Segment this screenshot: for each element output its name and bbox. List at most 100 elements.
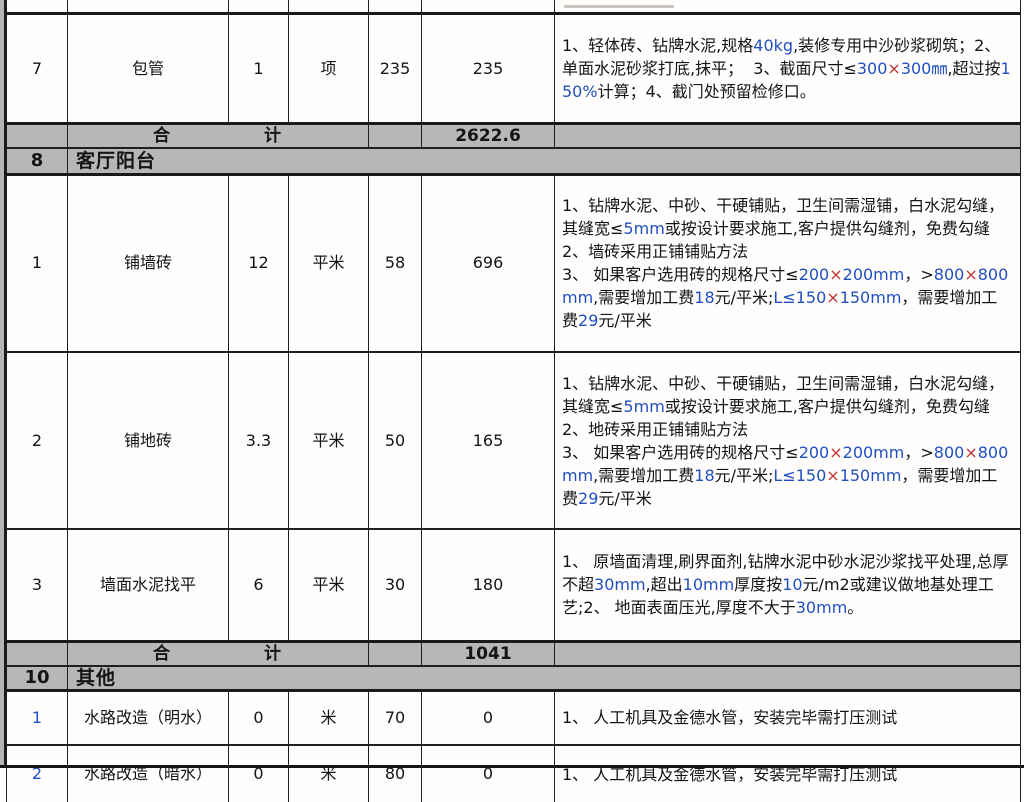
clipped-top-row bbox=[6, 0, 1021, 14]
remark-times-symbol: × bbox=[826, 465, 840, 485]
cell-quantity bbox=[228, 0, 289, 14]
cell-seq bbox=[6, 639, 68, 666]
remark-number: 200 bbox=[798, 265, 830, 285]
total-label-cell: 合 计 bbox=[67, 122, 369, 148]
remark-number: 150mm bbox=[839, 465, 902, 485]
cell-seq: 1 bbox=[6, 688, 68, 745]
cell-unit-price: 235 bbox=[368, 12, 422, 124]
cell-quantity: 0 bbox=[228, 744, 289, 802]
cell-remark: 1、钻牌水泥、中砂、干硬铺贴，卫生间需湿铺，白水泥勾缝，其缝宽≤5mm或按设计要… bbox=[554, 172, 1021, 352]
remark-number: 800 bbox=[933, 442, 965, 462]
cell-quantity: 6 bbox=[228, 528, 289, 641]
remark-number: 18 bbox=[694, 465, 715, 485]
cell-unit-price bbox=[368, 0, 422, 14]
total-label-cell: 合 计 bbox=[67, 639, 369, 666]
total-label: 合 计 bbox=[153, 126, 283, 146]
cell-amount: 235 bbox=[421, 12, 555, 124]
cell-unit-price: 30 bbox=[368, 528, 422, 641]
table-row: 2 铺地砖 3.3 平米 50 165 1、钻牌水泥、中砂、干硬铺贴，卫生间需湿铺，白水泥勾… bbox=[6, 351, 1021, 529]
total-amount: 1041 bbox=[421, 639, 555, 666]
cell-amount bbox=[421, 0, 555, 14]
clipped-text-remnant bbox=[564, 5, 674, 8]
remark-text: 元/平米 bbox=[598, 311, 652, 331]
cell-unit-price: 58 bbox=[368, 172, 422, 352]
remark-number: L≤150 bbox=[773, 288, 827, 308]
cell-unit-price bbox=[368, 122, 422, 148]
remark-times-symbol: × bbox=[964, 442, 978, 462]
remark-text: ,需要增加工费 bbox=[593, 465, 695, 485]
remark-text: ，需要增加工费 bbox=[562, 465, 998, 508]
remark-number: 200mm bbox=[842, 265, 905, 285]
remark-number: 10 bbox=[782, 575, 803, 595]
cell-item-name: 铺墙砖 bbox=[67, 172, 229, 352]
remark-text: ，> bbox=[904, 265, 934, 285]
remark-text: ,需要增加工费 bbox=[593, 288, 695, 308]
remark-times-symbol: × bbox=[887, 59, 901, 78]
remark-text: 1、钻牌水泥、中砂、干硬铺贴，卫生间需湿铺，白水泥勾缝，其缝宽≤ bbox=[562, 373, 1005, 416]
remark-number: 30mm bbox=[795, 598, 848, 618]
remark-text: 1、轻体砖、钻牌水泥,规格 bbox=[562, 36, 754, 55]
section-header-row: 8 客厅阳台 bbox=[6, 147, 1021, 174]
table-row: 7 包管 1 项 235 235 1、轻体砖、钻牌水泥,规格40kg,装修专用中沙砂浆砌筑；… bbox=[6, 12, 1021, 124]
quotation-table: 7 包管 1 项 235 235 1、轻体砖、钻牌水泥,规格40kg,装修专用中沙砂浆砌筑；… bbox=[6, 0, 1021, 802]
cell-seq bbox=[6, 0, 68, 14]
cell-remark: 1、 人工机具及金德水管，安装完毕需打压测试 bbox=[554, 688, 1021, 745]
total-amount: 2622.6 bbox=[421, 122, 555, 148]
remark-text: 计算；4、截门处预留检修口。 bbox=[597, 82, 816, 101]
remark-text: 1、 原墙面清理,刷界面剂,钻牌水泥中砂水泥沙浆找平处理,总厚不超 bbox=[562, 552, 1009, 595]
remark-text: 1、钻牌水泥、中砂、干硬铺贴，卫生间需湿铺，白水泥勾缝，其缝宽≤ bbox=[562, 196, 1005, 239]
remark-text: ，需要增加工费 bbox=[562, 288, 998, 331]
remark-number: 200mm bbox=[842, 442, 905, 462]
cell-unit bbox=[288, 0, 369, 14]
cell-amount: 165 bbox=[421, 351, 555, 529]
remark-text: 或按设计要求施工,客户提供勾缝剂，免费勾缝 2、地砖采用正铺铺贴方法 3、 如果… bbox=[562, 396, 990, 462]
bottom-edge-line bbox=[0, 765, 1024, 768]
remark-number: 800mm bbox=[562, 265, 1009, 308]
remark-text: 元/平米; bbox=[714, 288, 774, 308]
remark-text: 元/平米; bbox=[714, 465, 774, 485]
remark-number: 200 bbox=[798, 442, 830, 462]
section-header-row: 10 其他 bbox=[6, 664, 1021, 690]
section-number: 8 bbox=[6, 147, 68, 174]
remark-text: 1、 人工机具及金德水管，安装完毕需打压测试 bbox=[562, 708, 898, 728]
cell-item-name: 水路改造（暗水） bbox=[67, 744, 229, 802]
cell-item-name: 水路改造（明水） bbox=[67, 688, 229, 745]
total-row: 合 计 1041 bbox=[6, 639, 1021, 666]
remark-times-symbol: × bbox=[826, 288, 840, 308]
cell-seq: 1 bbox=[6, 172, 68, 352]
cell-item-name bbox=[67, 0, 229, 14]
cell-remark: 1、 原墙面清理,刷界面剂,钻牌水泥中砂水泥沙浆找平处理,总厚不超30mm,超出… bbox=[554, 528, 1021, 641]
remark-number: 5mm bbox=[623, 396, 665, 416]
cell-remark bbox=[554, 122, 1021, 148]
remark-times-symbol: × bbox=[829, 442, 843, 462]
remark-text: 或按设计要求施工,客户提供勾缝剂，免费勾缝 2、墙砖采用正铺铺贴方法 3、 如果… bbox=[562, 219, 990, 285]
cell-unit: 平米 bbox=[288, 528, 369, 641]
cell-item-name: 包管 bbox=[67, 12, 229, 124]
section-title: 其他 bbox=[67, 664, 1021, 690]
cell-quantity: 0 bbox=[228, 688, 289, 745]
remark-number: 18 bbox=[694, 288, 715, 308]
cell-amount: 0 bbox=[421, 688, 555, 745]
cell-amount: 696 bbox=[421, 172, 555, 352]
cell-quantity: 12 bbox=[228, 172, 289, 352]
remark-number: 800mm bbox=[562, 442, 1009, 485]
cell-remark: 1、钻牌水泥、中砂、干硬铺贴，卫生间需湿铺，白水泥勾缝，其缝宽≤5mm或按设计要… bbox=[554, 351, 1021, 529]
cell-quantity: 3.3 bbox=[228, 351, 289, 529]
remark-times-symbol: × bbox=[829, 265, 843, 285]
remark-text: ,装修专用中沙砂浆砌筑；2、单面水泥砂浆打底,抹平； 3、截面尺寸≤ bbox=[562, 36, 1001, 78]
left-clipped-column bbox=[0, 0, 6, 768]
cell-unit-price: 50 bbox=[368, 351, 422, 529]
remark-number: 29 bbox=[578, 311, 599, 331]
cell-unit: 平米 bbox=[288, 172, 369, 352]
cell-unit-price: 80 bbox=[368, 744, 422, 802]
quotation-table-body: 7 包管 1 项 235 235 1、轻体砖、钻牌水泥,规格40kg,装修专用中沙砂浆砌筑；… bbox=[6, 0, 1021, 802]
table-row: 3 墙面水泥找平 6 平米 30 180 1、 原墙面清理,刷界面剂,钻牌水泥中砂水泥沙浆找… bbox=[6, 528, 1021, 641]
cell-seq: 2 bbox=[6, 351, 68, 529]
remark-number: 10mm bbox=[682, 575, 735, 595]
table-row: 1 水路改造（明水） 0 米 70 0 1、 人工机具及金德水管，安装完毕需打压测试 bbox=[6, 688, 1021, 745]
cell-remark bbox=[554, 639, 1021, 666]
remark-times-symbol: × bbox=[964, 265, 978, 285]
cell-unit-price: 70 bbox=[368, 688, 422, 745]
remark-text: 元/m2或建议做地基处理工艺;2、 地面表面压光,厚度不大于 bbox=[562, 575, 994, 618]
